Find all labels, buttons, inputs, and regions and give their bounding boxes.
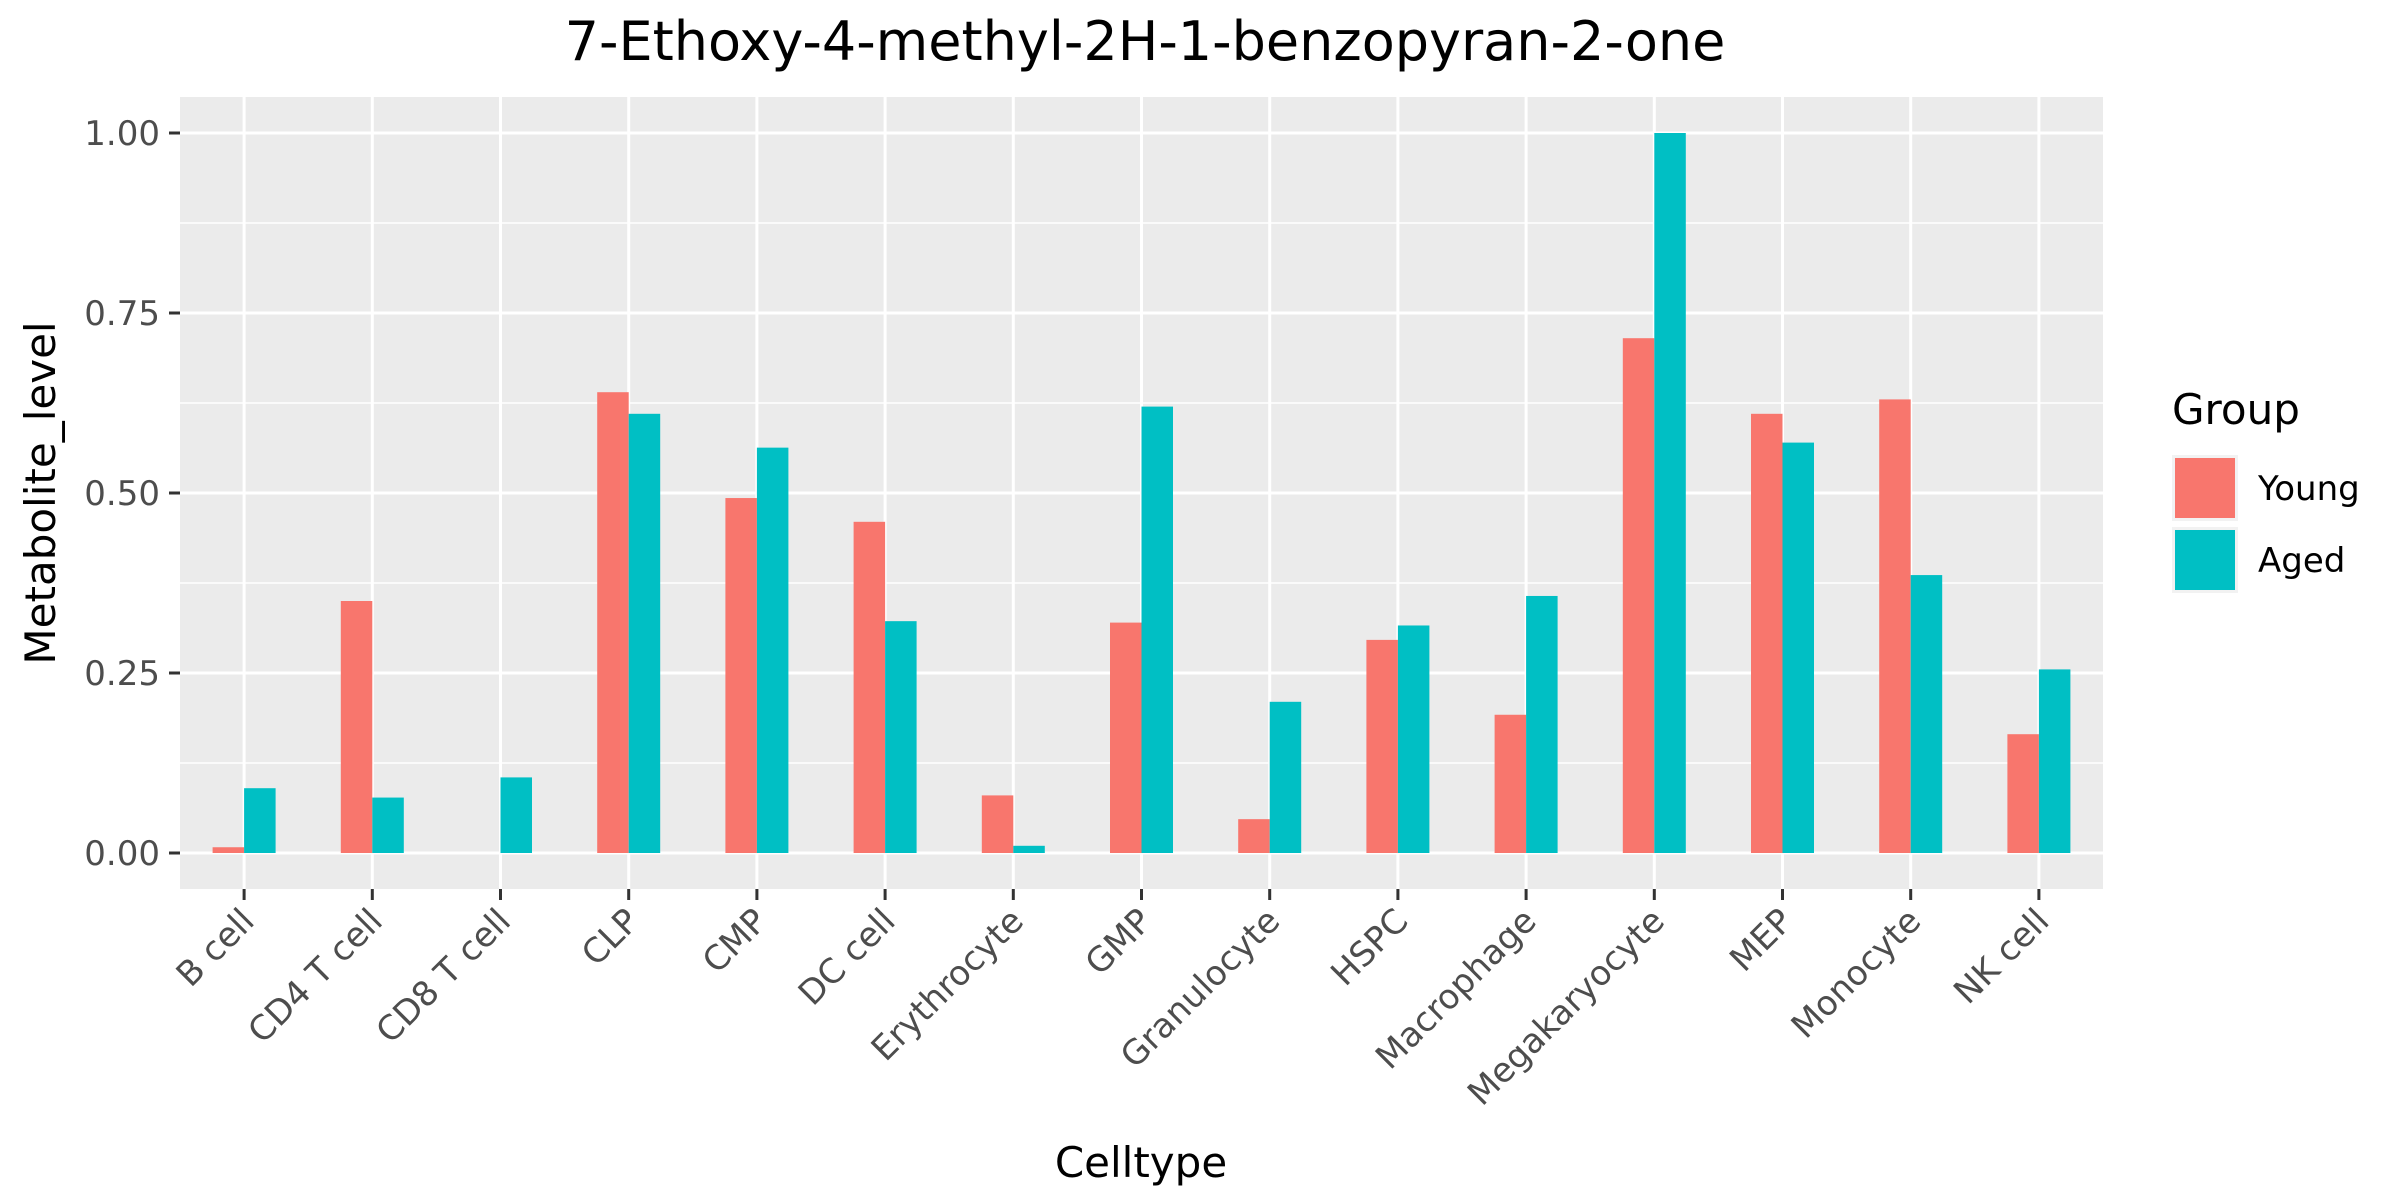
x-tick-label: Monocyte	[1784, 901, 1929, 1046]
legend-label-young: Young	[2257, 469, 2360, 509]
bar-young-clp	[597, 392, 629, 853]
bar-young-megakaryocyte	[1622, 338, 1655, 853]
x-tick-label: CMP	[695, 901, 775, 981]
x-tick-label: CD8 T cell	[369, 901, 519, 1051]
x-tick-label: CLP	[574, 901, 647, 974]
bar-aged-gmp	[1141, 406, 1173, 853]
bar-aged-hspc	[1397, 625, 1430, 853]
legend-label-aged: Aged	[2258, 541, 2345, 581]
legend: Group Young Aged	[2172, 385, 2360, 593]
bar-young-macrophage	[1494, 714, 1527, 853]
bar-aged-granulocyte	[1269, 701, 1302, 853]
bar-young-granulocyte	[1238, 819, 1270, 853]
y-tick-label: 0.25	[84, 654, 160, 694]
bar-aged-cd8-t-cell	[500, 777, 532, 853]
x-tick-label: MEP	[1722, 901, 1801, 980]
bar-aged-megakaryocyte	[1654, 133, 1686, 853]
y-tick-label: 1.00	[84, 114, 160, 154]
bar-young-hspc	[1366, 639, 1398, 853]
x-axis-title: Celltype	[1055, 1138, 1227, 1187]
bar-young-gmp	[1110, 622, 1142, 853]
bar-young-dc-cell	[853, 521, 886, 853]
x-tick-label: NK cell	[1946, 901, 2057, 1012]
chart-title: 7-Ethoxy-4-methyl-2H-1-benzopyran-2-one	[565, 10, 1726, 73]
bar-aged-b-cell	[244, 788, 276, 853]
bar-aged-cmp	[756, 447, 789, 853]
legend-items: Young Aged	[2172, 455, 2360, 593]
x-tick-label: GMP	[1078, 901, 1160, 983]
bar-young-monocyte	[1879, 399, 1911, 853]
legend-swatch-aged	[2175, 530, 2235, 590]
y-tick-label: 0.00	[84, 834, 160, 874]
bar-young-nk-cell	[2007, 734, 2039, 853]
x-tick-label: CD4 T cell	[240, 901, 390, 1051]
x-tick-label: HSPC	[1323, 901, 1416, 994]
legend-swatch-young	[2175, 458, 2235, 518]
bar-aged-monocyte	[1910, 575, 1943, 853]
bar-young-mep	[1751, 413, 1783, 853]
bar-young-b-cell	[212, 847, 245, 853]
y-axis: 0.00 0.25 0.50 0.75 1.00	[84, 114, 180, 874]
x-tick-label: B cell	[169, 901, 263, 995]
bar-young-cmp	[725, 498, 757, 853]
legend-title: Group	[2172, 385, 2300, 434]
y-tick-label: 0.50	[84, 474, 160, 514]
bar-young-cd4-t-cell	[340, 601, 373, 853]
x-tick-label: DC cell	[791, 901, 904, 1014]
y-tick-label: 0.75	[84, 294, 160, 334]
bar-young-erythrocyte	[981, 795, 1014, 853]
bar-aged-dc-cell	[885, 621, 917, 853]
bar-aged-erythrocyte	[1013, 845, 1045, 853]
bar-aged-clp	[628, 413, 661, 853]
bars	[212, 133, 2071, 853]
bar-aged-macrophage	[1526, 595, 1558, 853]
bar-aged-nk-cell	[2038, 669, 2071, 853]
y-axis-title: Metabolite_level	[16, 321, 65, 664]
bar-aged-mep	[1782, 442, 1814, 853]
bar-aged-cd4-t-cell	[372, 797, 404, 853]
